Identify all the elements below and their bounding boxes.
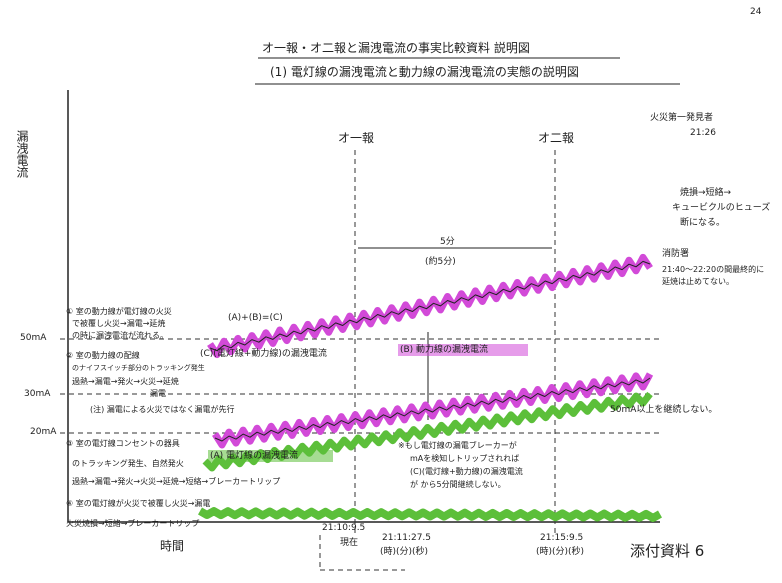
note: で被覆し火災→漏電→延焼 [72,318,165,328]
curve-formula: (A)+(B)=(C) [228,313,283,323]
marker: オ一報 [338,131,374,145]
note: が から5分間継続しない。 [410,479,506,489]
subtitle: (1) 電灯線の漏洩電流と動力線の漏洩電流の実態の説明図 [270,64,579,79]
note: 断になる。 [680,216,725,228]
note: 延焼は止めてない。 [662,276,734,286]
title: オ一報・オ二報と漏洩電流の事実比較資料 説明図 [262,40,530,55]
note: 過熱→漏電→発火→火災→延焼 [72,376,179,386]
interval: 5分 [440,236,455,247]
note: のナイフスイッチ部分のトラッキング発生 [72,363,205,372]
y-axis-label: 漏洩電流 [15,130,29,178]
page-number: 24 [750,7,762,17]
x-axis-label: 時間 [160,539,184,553]
level-label: 20mA [30,427,57,437]
note: 火災焼損→短絡→ブレーカートリップ [66,518,199,528]
note: 消防署 [662,247,689,259]
note: ④ 室の電灯線が火災で被覆し火災→漏電 [66,498,210,508]
note: mAを検知しトリップされれば [410,453,519,463]
curve-label: (C)(電灯線+動力線)の漏洩電流 [200,347,327,359]
curve-note: (注) 漏電による火災ではなく漏電が先行 [90,404,235,414]
note: (C)(電灯線+動力線)の漏洩電流 [410,466,523,476]
curve-note: 50mA以上を継続しない。 [610,403,717,415]
time-note: (時)(分)(秒) [380,545,428,557]
time-note: 現在 [340,536,358,548]
note: ① 室の動力線が電灯線の火災 [66,306,172,316]
note: 焼損→短絡→ [680,186,732,198]
curves [198,253,662,522]
note: キュービクルのヒューズ [672,201,770,213]
curve-label: (B) 動力線の漏洩電流 [400,343,488,355]
note: ③ 室の電灯線コンセントの器具 [66,438,180,448]
highlight [398,344,528,356]
curve-c-line [209,260,651,352]
curve-b-line [214,377,651,442]
note: の時に漏洩電流が流れる。 [72,330,168,340]
note: 過熱→漏電→発火→火災→延焼→短絡→ブレーカートリップ [72,476,280,486]
level-label: 30mA [24,389,51,399]
time-note: (時)(分)(秒) [536,545,584,557]
level-label: 50mA [20,333,47,343]
time: 21:11:27.5 [382,533,431,543]
time: 21:10:9.5 [322,523,365,533]
note: 21:26 [690,128,716,138]
curve-label: (A) 電灯線の漏洩電流 [210,449,298,461]
marker: オ二報 [538,131,574,145]
note: 漏電 [150,388,166,398]
time: 21:15:9.5 [540,533,583,543]
baseline-strip [198,507,662,522]
note: ② 室の動力線の配線 [66,350,140,360]
curve-a [202,391,653,472]
note: ※もし電灯線の漏電ブレーカーが [398,440,517,450]
interval-note: (約5分) [425,255,456,267]
note: 21:40〜22:20の間最終的に [662,264,764,274]
note: のトラッキング発生、自然発火 [72,458,184,468]
curve-b [212,372,654,449]
note: 火災第一発見者 [650,111,713,123]
doc-label: 添付資料 6 [630,542,704,560]
